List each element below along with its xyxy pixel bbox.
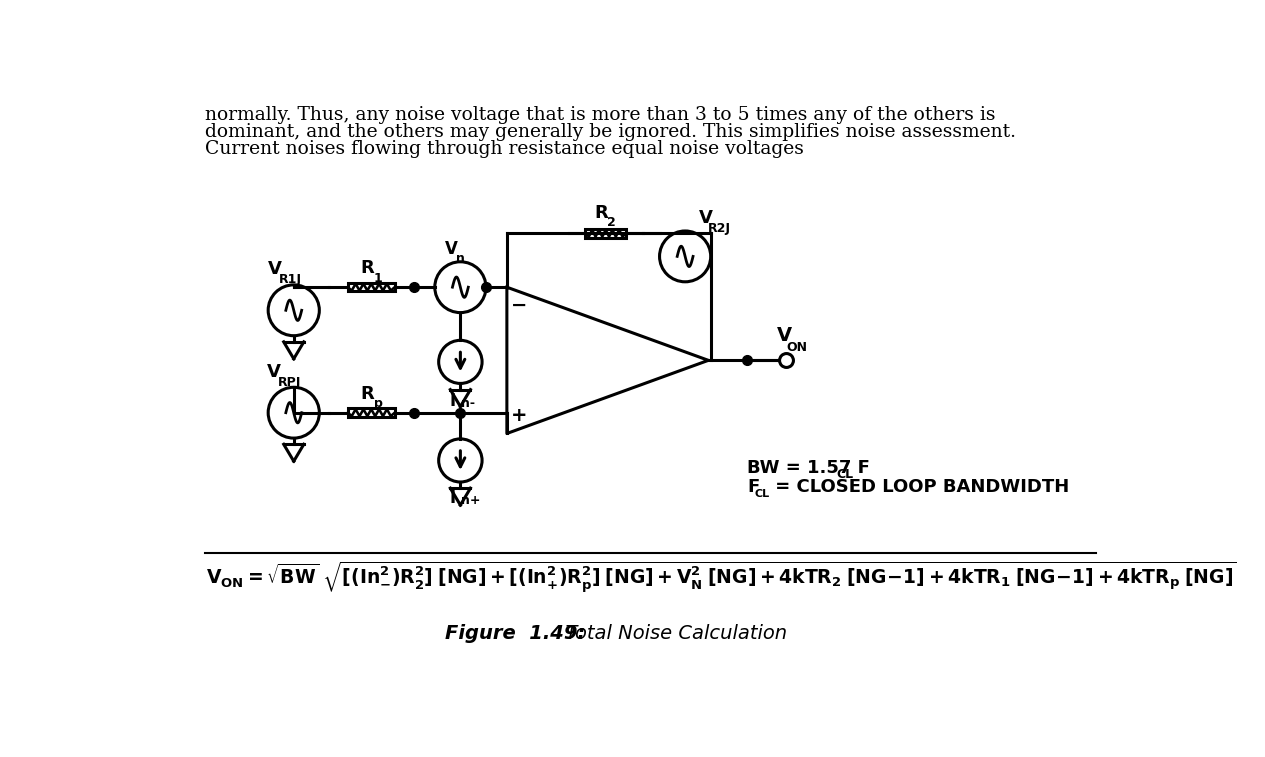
Text: n+: n+ [462, 494, 481, 507]
Text: $\mathbf{V_{ON} = \sqrt{BW} \;\sqrt{[(In_{-}^{2})R_{2}^{2}]\;[NG] + [(In_{+}^{2}: $\mathbf{V_{ON} = \sqrt{BW} \;\sqrt{[(In… [206, 560, 1237, 595]
Text: V: V [444, 240, 458, 258]
Text: CL: CL [755, 488, 770, 499]
Bar [348, 409, 395, 417]
Text: V: V [267, 363, 281, 382]
Text: BW = 1.57 F: BW = 1.57 F [748, 459, 870, 477]
Text: Current noises flowing through resistance equal noise voltages: Current noises flowing through resistanc… [205, 140, 803, 158]
Text: V: V [268, 260, 282, 278]
Text: Figure  1.49:: Figure 1.49: [445, 625, 586, 643]
Text: n: n [455, 252, 464, 265]
Text: = CLOSED LOOP BANDWIDTH: = CLOSED LOOP BANDWIDTH [769, 478, 1069, 497]
Text: dominant, and the others may generally be ignored. This simplifies noise assessm: dominant, and the others may generally b… [205, 123, 1016, 141]
Text: RPJ: RPJ [277, 375, 301, 389]
Text: CL: CL [836, 468, 854, 481]
Text: I: I [449, 489, 455, 507]
Text: Total Noise Calculation: Total Noise Calculation [553, 625, 788, 643]
Text: ON: ON [787, 341, 807, 354]
Text: I: I [449, 392, 455, 410]
Bar [348, 283, 395, 291]
Text: −: − [511, 296, 528, 315]
Text: R: R [361, 385, 374, 403]
Text: V: V [777, 326, 792, 345]
Text: F: F [748, 478, 759, 497]
Text: R1J: R1J [280, 273, 302, 285]
Text: 2: 2 [607, 217, 616, 229]
Text: p: p [373, 397, 382, 410]
Text: R2J: R2J [707, 222, 731, 235]
Text: R: R [595, 204, 608, 222]
Text: R: R [361, 260, 374, 277]
Text: 1: 1 [373, 272, 382, 285]
Text: n-: n- [462, 397, 476, 410]
Bar [586, 229, 626, 238]
Text: +: + [511, 406, 528, 425]
Text: V: V [700, 209, 713, 227]
Text: normally. Thus, any noise voltage that is more than 3 to 5 times any of the othe: normally. Thus, any noise voltage that i… [205, 106, 996, 124]
